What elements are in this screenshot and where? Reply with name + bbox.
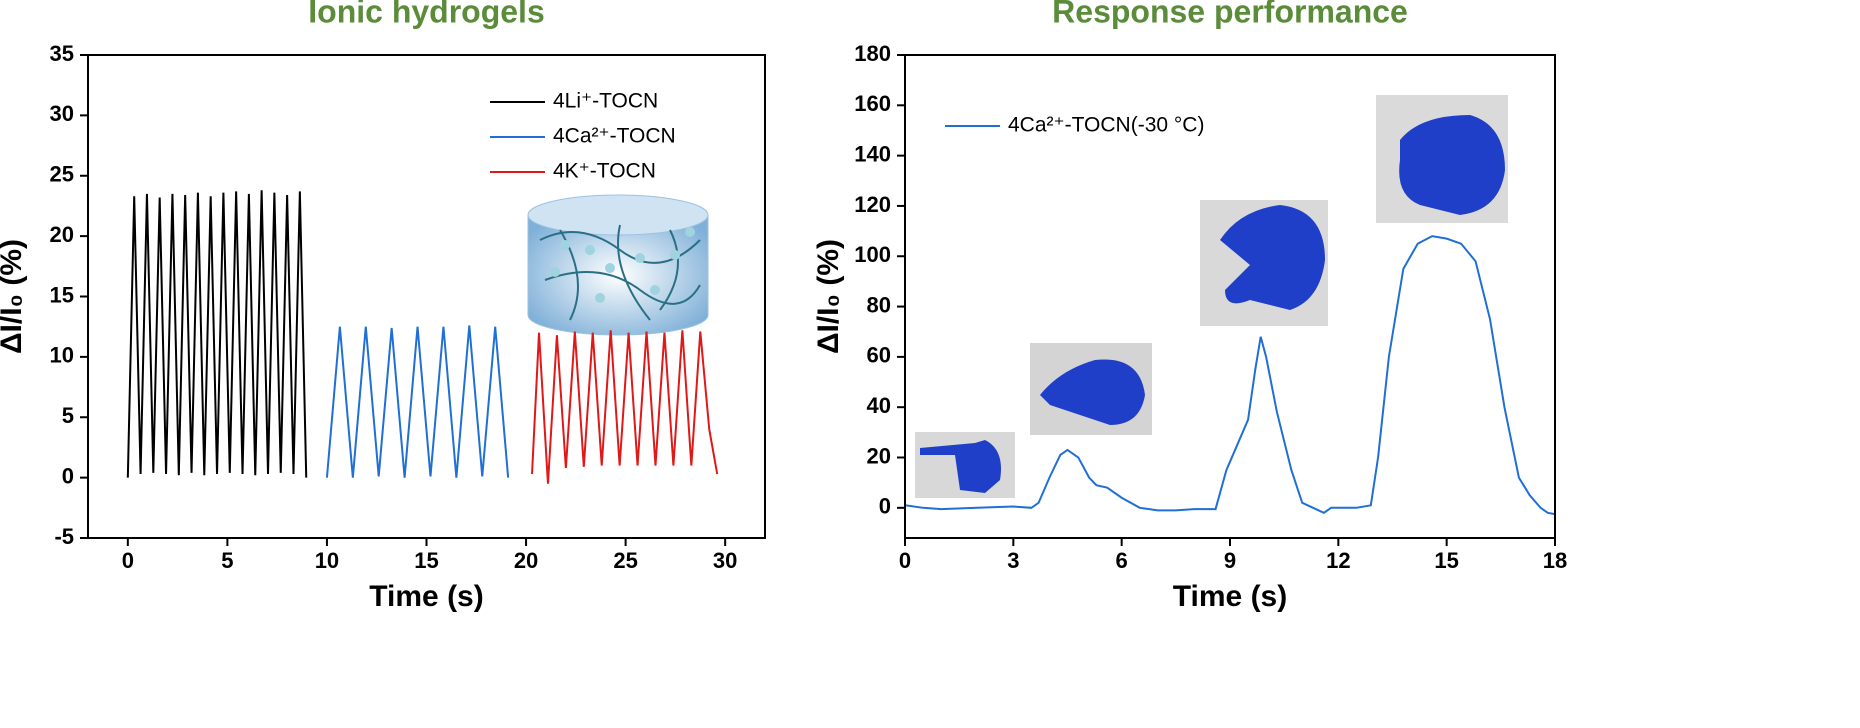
x-tick-label: 10 [315,548,339,573]
y-axis-label: ΔI/I₀ (%) [812,239,845,354]
y-tick-label: 180 [854,41,891,66]
y-tick-label: 30 [50,101,74,126]
y-tick-label: 20 [50,222,74,247]
y-tick-label: 35 [50,41,74,66]
x-tick-label: 30 [713,548,737,573]
x-tick-label: 9 [1224,548,1236,573]
y-tick-label: 120 [854,192,891,217]
y-tick-label: 10 [50,343,74,368]
plot-frame [904,54,1556,539]
x-tick-label: 20 [514,548,538,573]
y-tick-label: 140 [854,141,891,166]
x-tick-label: 5 [221,548,233,573]
data-line [904,235,1556,516]
y-tick-label: 60 [867,343,891,368]
x-tick-label: 0 [122,548,134,573]
y-tick-label: -5 [54,524,74,549]
hydrogel-illustration [527,194,709,336]
chart-title: Ionic hydrogels [308,0,544,29]
legend-label: 4Ca²⁺-TOCN [553,125,676,148]
data-line [325,325,510,478]
x-tick-label: 0 [899,548,911,573]
x-tick-label: 6 [1116,548,1128,573]
y-tick-label: 40 [867,393,891,418]
x-tick-label: 15 [414,548,438,573]
x-tick-label: 15 [1434,548,1458,573]
y-axis-label: ΔI/I₀ (%) [0,239,28,354]
legend-label: 4K⁺-TOCN [553,160,656,183]
chart-title: Response performance [1052,0,1408,29]
y-tick-label: 160 [854,91,891,116]
y-tick-label: 0 [879,494,891,519]
legend-label: 4Li⁺-TOCN [553,90,658,113]
x-tick-label: 12 [1326,548,1350,573]
photo-insets [915,95,1508,498]
x-tick-label: 18 [1543,548,1567,573]
plot-frame [87,54,766,539]
y-tick-label: 5 [62,403,74,428]
x-axis-label: Time (s) [369,580,483,613]
x-axis-label: Time (s) [1173,580,1287,613]
x-tick-label: 3 [1007,548,1019,573]
y-tick-label: 0 [62,463,74,488]
legend-label: 4Ca²⁺-TOCN(-30 °C) [1008,114,1204,137]
y-tick-label: 15 [50,282,74,307]
x-tick-label: 25 [613,548,637,573]
y-tick-label: 100 [854,242,891,267]
y-tick-label: 25 [50,162,74,187]
y-tick-label: 20 [867,443,891,468]
data-line [531,330,719,484]
data-line [126,190,308,478]
y-tick-label: 80 [867,292,891,317]
